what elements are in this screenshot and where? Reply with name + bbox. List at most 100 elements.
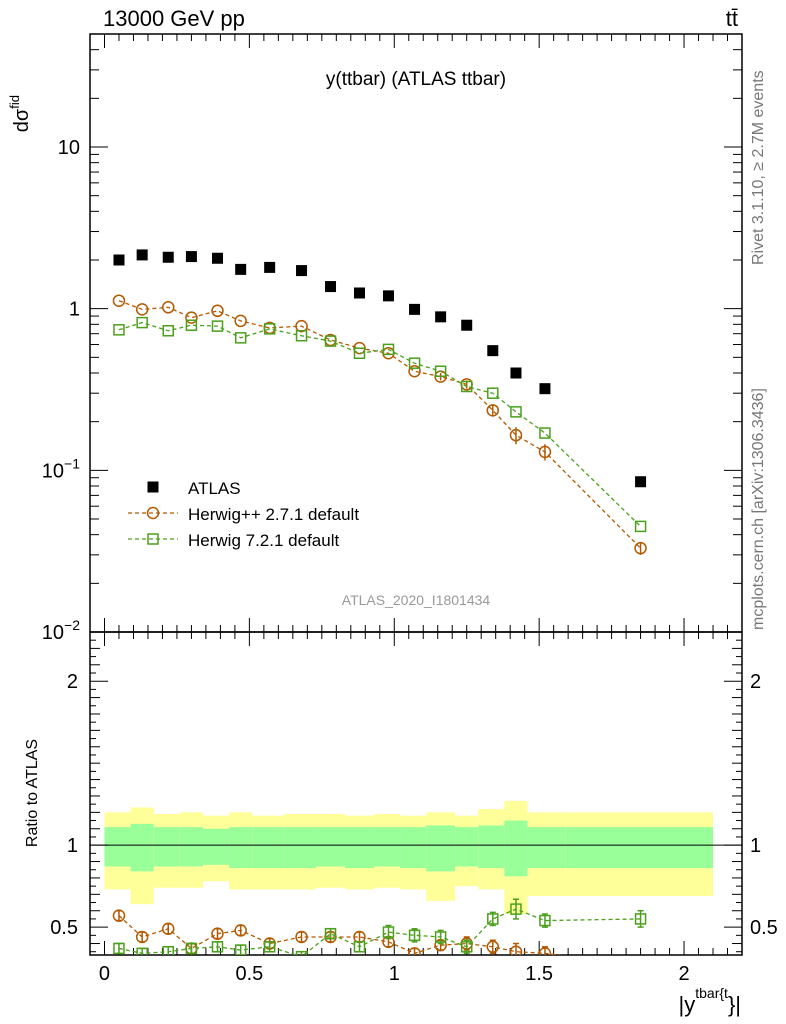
- data-point: [382, 290, 394, 302]
- x-tick-label: 0.5: [235, 963, 263, 985]
- data-point: [234, 332, 247, 344]
- data-point: [539, 383, 551, 395]
- band-green: [400, 827, 427, 869]
- header-left: 13000 GeV pp: [103, 6, 245, 31]
- ratio-point: [635, 961, 646, 972]
- ratio-frame: [89, 631, 743, 956]
- band-green: [130, 823, 154, 872]
- data-point: [487, 387, 499, 399]
- data-point: [353, 347, 366, 359]
- ratio-point: [295, 950, 308, 955]
- band-green: [284, 827, 317, 869]
- y-tick-label: 10: [58, 137, 80, 159]
- x-tick-label: 2: [678, 963, 689, 985]
- ratio-bands: [104, 800, 714, 915]
- data-point: [324, 335, 337, 347]
- x-tick-label: 1: [389, 963, 400, 985]
- data-point: [112, 294, 126, 307]
- ratio-y-tick-label: 0.5: [50, 917, 78, 939]
- band-green: [252, 827, 285, 869]
- ratio-point: [487, 913, 499, 925]
- data-point: [263, 323, 276, 335]
- ratio-line: [118, 915, 562, 955]
- data-point: [235, 263, 247, 275]
- data-point: [510, 367, 522, 379]
- ratio-point: [136, 947, 148, 955]
- data-point: [325, 281, 337, 293]
- band-green: [478, 825, 505, 869]
- band-green: [527, 827, 566, 869]
- y-tick-label: 1: [69, 299, 80, 321]
- legend-marker: [146, 506, 160, 520]
- ratio-point: [234, 924, 247, 937]
- data-point: [135, 303, 149, 316]
- data-point: [486, 404, 500, 417]
- data-point: [634, 520, 647, 533]
- band-green: [345, 827, 374, 869]
- ratio-point: [211, 927, 224, 940]
- header-right: tt̄: [725, 6, 738, 31]
- ratio-point: [509, 945, 523, 955]
- series-line-2: [118, 321, 642, 527]
- data-point: [382, 343, 395, 356]
- data-point: [295, 329, 308, 342]
- data-point: [408, 365, 421, 378]
- x-tick-label: 0: [99, 963, 110, 985]
- band-green: [426, 825, 456, 872]
- ratio-point: [408, 947, 421, 955]
- ratio-line: [118, 908, 641, 955]
- ratio-point: [211, 941, 224, 953]
- ratio-point: [263, 941, 276, 953]
- ratio-point: [634, 913, 647, 925]
- band-green: [203, 828, 230, 865]
- band-green: [179, 827, 204, 867]
- ratio-y-tick-label: 1: [67, 835, 78, 857]
- data-point: [461, 319, 473, 331]
- ratio-point: [295, 930, 308, 944]
- legend-marker: [147, 533, 159, 545]
- data-point: [295, 319, 308, 333]
- band-green: [455, 827, 479, 867]
- band-green: [153, 827, 180, 867]
- legend-label: Herwig++ 2.7.1 default: [188, 505, 359, 524]
- data-point: [211, 320, 224, 332]
- data-point: [264, 261, 276, 273]
- data-point: [136, 249, 148, 261]
- ratio-point: [382, 926, 395, 938]
- legend-label: Herwig 7.2.1 default: [188, 531, 339, 550]
- y-axis-label: dσfid: [7, 95, 33, 132]
- ratio-y-tick-label-right: 0.5: [750, 917, 778, 939]
- data-point: [136, 316, 148, 329]
- data-point: [211, 304, 224, 318]
- data-point: [435, 311, 447, 323]
- ratio-point: [353, 941, 366, 953]
- ratio-point: [539, 914, 551, 927]
- data-point: [185, 251, 197, 263]
- data-point: [162, 325, 174, 337]
- ratio-point: [113, 942, 125, 955]
- ratio-point: [112, 909, 126, 922]
- ratio-point: [234, 944, 247, 955]
- data-point: [539, 427, 551, 439]
- y-tick-label: 10−2: [42, 617, 80, 644]
- y-axis-label-num: dσfid: [7, 95, 33, 132]
- band-green: [504, 820, 528, 877]
- rivet-label: Rivet 3.1.10, ≥ 2.7M events: [750, 70, 767, 265]
- data-point: [161, 301, 175, 314]
- ratio-point: [538, 947, 552, 955]
- data-point: [487, 345, 499, 357]
- data-point: [162, 251, 174, 263]
- data-point: [510, 406, 522, 418]
- data-point: [185, 319, 198, 331]
- ratio-point: [135, 930, 149, 944]
- legend-label: ATLAS: [188, 479, 241, 498]
- y-tick-label: 10−1: [42, 455, 80, 482]
- watermark: ATLAS_2020_I1801434: [342, 592, 491, 608]
- ratio-point: [324, 927, 337, 940]
- data-point: [408, 357, 421, 369]
- chart-title: y(ttbar) (ATLAS ttbar): [326, 69, 506, 90]
- ratio-series: [112, 898, 647, 972]
- data-point: [634, 541, 647, 555]
- main-series: [112, 249, 647, 555]
- band-green: [373, 827, 401, 867]
